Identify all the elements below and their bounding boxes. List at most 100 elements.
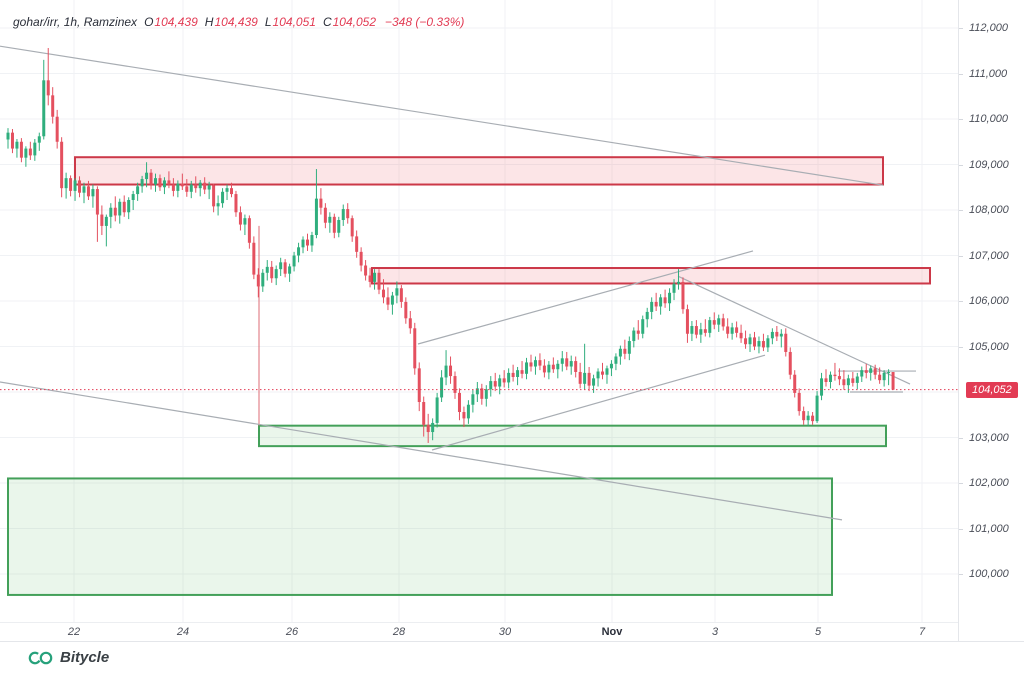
candle — [243, 214, 247, 236]
price-axis[interactable]: 112,000 111,000 110,000 109,000 108,000 107,0… — [958, 0, 1024, 641]
candle-body — [355, 236, 359, 252]
candle — [297, 242, 301, 263]
candle-body — [167, 180, 171, 185]
candle-body — [270, 266, 274, 279]
candle — [118, 198, 122, 224]
candle-body — [453, 376, 457, 393]
candle — [359, 247, 363, 272]
candle-body — [677, 281, 680, 284]
candle — [891, 372, 895, 390]
trendline-lower-descending[interactable] — [0, 381, 843, 521]
candle-body — [846, 378, 850, 386]
rising-wedge-lower-line[interactable] — [431, 354, 766, 451]
candle-body — [431, 422, 435, 433]
candle — [194, 176, 198, 193]
candle — [149, 169, 153, 190]
candle-body — [247, 218, 251, 243]
price-axis-tick — [959, 164, 963, 166]
candle — [381, 279, 385, 304]
candle-body — [466, 404, 470, 419]
candle-body — [252, 242, 256, 275]
candle-body — [230, 188, 233, 195]
supply-zone-1[interactable] — [74, 156, 884, 186]
demand-zone-1[interactable] — [258, 424, 887, 448]
candle — [811, 412, 815, 425]
candle-body — [100, 214, 104, 226]
candle-body — [413, 328, 417, 369]
price-axis-tick — [959, 437, 963, 439]
candle — [462, 406, 466, 428]
rising-wedge-upper-line[interactable] — [417, 250, 754, 345]
candle-body — [811, 415, 815, 422]
candle-body — [136, 186, 140, 195]
candle — [520, 361, 524, 379]
candle-body — [489, 381, 493, 390]
candle-body — [377, 272, 381, 290]
price-change: −348 (−0.33%) — [385, 15, 465, 29]
candle-body — [703, 329, 707, 333]
candle — [668, 288, 672, 312]
candle — [744, 330, 748, 349]
candle-body — [274, 269, 278, 279]
candle — [837, 368, 841, 386]
candle-body — [730, 327, 734, 334]
candle — [449, 356, 453, 384]
candle — [332, 213, 336, 239]
candle-body — [64, 178, 68, 189]
candle-body — [614, 356, 618, 364]
candle-body — [297, 247, 301, 256]
candle — [104, 214, 108, 247]
candle — [511, 364, 515, 382]
candle-body — [694, 326, 698, 335]
candle — [140, 175, 144, 193]
candle — [846, 374, 850, 393]
candle-body — [19, 141, 23, 158]
candle-body — [681, 281, 685, 310]
candle — [788, 347, 792, 380]
candle-body — [596, 371, 600, 379]
candle-body — [162, 180, 166, 188]
candle-body — [189, 184, 193, 192]
candle — [305, 233, 309, 251]
candle-body — [609, 363, 613, 369]
candle-body — [717, 318, 721, 325]
candle — [198, 179, 202, 197]
candle-body — [435, 397, 439, 423]
candle-body — [279, 262, 283, 270]
supply-zone-2[interactable] — [371, 267, 931, 285]
candle — [234, 190, 238, 217]
candle-body — [721, 318, 725, 327]
demand-zone-2[interactable] — [7, 477, 833, 596]
chart-plot-area[interactable] — [0, 0, 958, 622]
candle-body — [212, 185, 216, 207]
candle — [377, 269, 381, 295]
candle — [502, 370, 506, 388]
candle — [171, 178, 175, 197]
candle — [493, 372, 497, 392]
candle-body — [806, 415, 810, 421]
candle-body — [198, 182, 202, 189]
price-axis-label: 103,000 — [969, 431, 1009, 444]
candle — [37, 132, 41, 151]
candle — [28, 141, 32, 160]
candle-body — [158, 178, 162, 188]
candle-body — [851, 378, 855, 383]
candle — [386, 287, 390, 311]
candle-body — [149, 172, 153, 185]
symbol-title: gohar/irr, 1h, Ramzinex — [13, 15, 138, 29]
candle-body — [341, 209, 345, 221]
candle — [15, 139, 19, 158]
candle-body — [726, 326, 730, 334]
candle-body — [529, 362, 533, 367]
candle — [775, 326, 779, 342]
time-axis[interactable]: 22 24 26 28 30 Nov 3 5 7 — [0, 622, 958, 642]
candle — [265, 260, 269, 281]
chart-canvas[interactable] — [0, 0, 958, 622]
candle-body — [82, 186, 86, 193]
candle-body — [672, 283, 676, 293]
candle-body — [623, 348, 627, 354]
trendline-upper-descending[interactable] — [0, 45, 884, 186]
descending-resistance-line[interactable] — [677, 275, 911, 385]
candle — [131, 190, 135, 210]
candle-body — [842, 379, 846, 386]
